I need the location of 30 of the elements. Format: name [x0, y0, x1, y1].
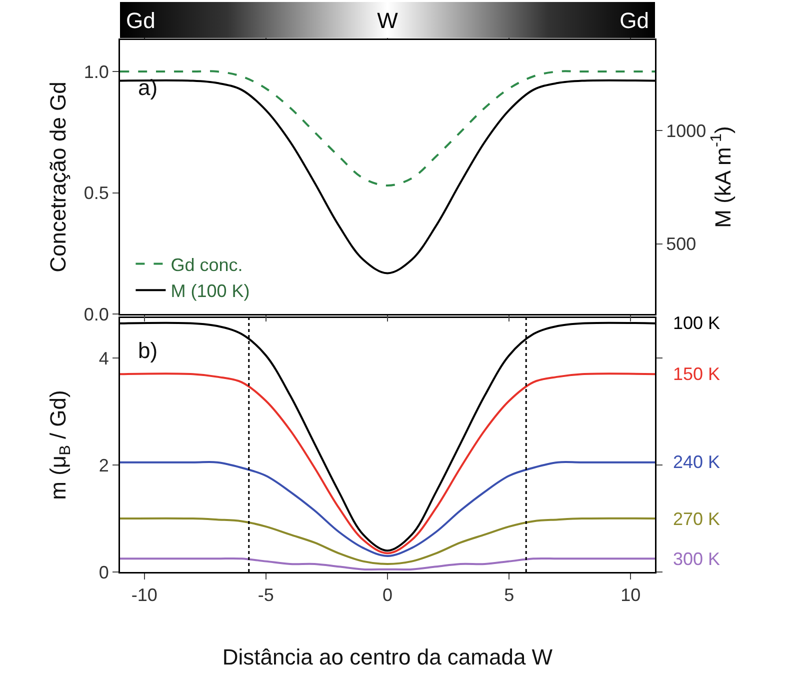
- line-series: [120, 461, 655, 557]
- y-tick-label: 0: [98, 562, 109, 582]
- legend-label: M (100 K): [170, 281, 250, 302]
- annotation: b): [138, 338, 158, 363]
- y-tick-label: 4: [98, 348, 109, 368]
- series-label: 150 K: [673, 364, 720, 384]
- y-tick-label: 0.0: [84, 304, 109, 324]
- line-series: [120, 557, 655, 571]
- x-tick-label: -10: [131, 585, 158, 606]
- x-tick-label: 10: [620, 585, 641, 606]
- y2-tick-label: 500: [666, 234, 696, 254]
- x-tick-label: -5: [258, 585, 274, 606]
- gradient-strip: Gd W Gd: [120, 2, 655, 38]
- y-tick-label: 0.5: [84, 183, 109, 204]
- annotation: a): [138, 75, 158, 100]
- legend-label: Gd conc.: [170, 254, 243, 275]
- line-series: [120, 70, 655, 186]
- y2-tick-label: 1000: [666, 120, 706, 141]
- y-axis-title: Concetração de Gd: [46, 82, 70, 272]
- x-axis-title: Distância ao centro da camada W: [222, 644, 553, 670]
- series-label: 100 K: [673, 313, 720, 333]
- y-tick-label: 1.0: [84, 62, 109, 82]
- x-tick-label: 5: [504, 585, 514, 606]
- series-label: 270 K: [673, 509, 720, 529]
- series-label: 300 K: [673, 549, 720, 569]
- line-series: [120, 372, 655, 554]
- x-tick-label: 0: [382, 585, 393, 606]
- y-tick-label: 2: [98, 455, 109, 476]
- line-series: [120, 517, 655, 565]
- series-label: 240 K: [673, 452, 720, 472]
